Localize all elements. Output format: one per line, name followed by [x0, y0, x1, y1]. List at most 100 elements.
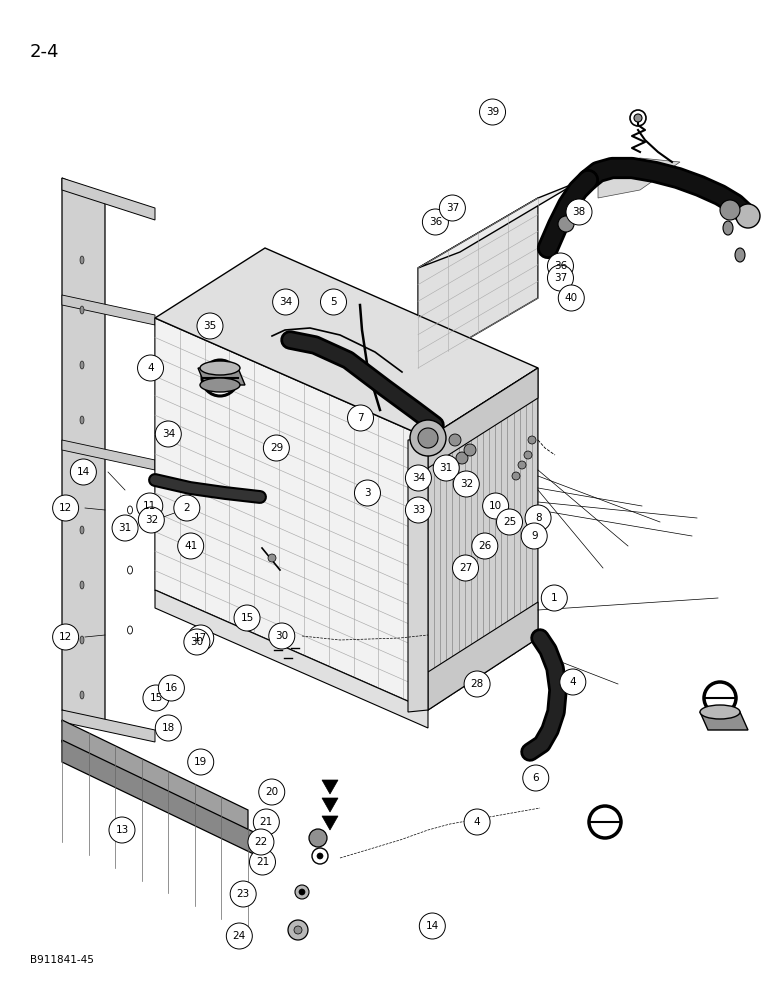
Text: 40: 40 [564, 293, 578, 303]
Text: 35: 35 [203, 321, 217, 331]
Circle shape [309, 829, 327, 847]
Text: 4: 4 [147, 363, 154, 373]
Text: 20: 20 [265, 787, 279, 797]
Circle shape [226, 923, 252, 949]
Circle shape [524, 451, 532, 459]
Circle shape [155, 715, 181, 741]
Polygon shape [62, 720, 248, 832]
Polygon shape [700, 712, 748, 730]
Circle shape [558, 216, 574, 232]
Circle shape [410, 420, 446, 456]
Text: 22: 22 [254, 837, 268, 847]
Text: 25: 25 [503, 517, 516, 527]
Circle shape [294, 926, 302, 934]
Polygon shape [408, 438, 428, 712]
Text: 37: 37 [554, 273, 567, 283]
Text: 15: 15 [149, 693, 163, 703]
Polygon shape [322, 780, 338, 794]
Text: 23: 23 [236, 889, 250, 899]
Circle shape [566, 199, 592, 225]
Text: 9: 9 [531, 531, 537, 541]
Text: 41: 41 [184, 541, 198, 551]
Circle shape [158, 675, 185, 701]
Circle shape [453, 471, 479, 497]
Text: 6: 6 [533, 773, 539, 783]
Text: 10: 10 [489, 501, 503, 511]
Ellipse shape [80, 471, 84, 479]
Polygon shape [198, 368, 245, 385]
Circle shape [634, 114, 642, 122]
Circle shape [70, 459, 96, 485]
Polygon shape [62, 740, 262, 858]
Circle shape [155, 421, 181, 447]
Circle shape [547, 265, 574, 291]
Text: 2-4: 2-4 [30, 43, 59, 61]
Circle shape [523, 765, 549, 791]
Text: 4: 4 [474, 817, 480, 827]
Polygon shape [428, 602, 538, 710]
Text: 1: 1 [551, 593, 557, 603]
Circle shape [268, 554, 276, 562]
Circle shape [52, 624, 79, 650]
Text: 18: 18 [161, 723, 175, 733]
Circle shape [449, 434, 461, 446]
Text: 31: 31 [118, 523, 132, 533]
Text: 17: 17 [194, 633, 208, 643]
Circle shape [736, 204, 760, 228]
Polygon shape [322, 816, 338, 830]
Circle shape [109, 817, 135, 843]
Text: 21: 21 [256, 857, 269, 867]
Text: 24: 24 [232, 931, 246, 941]
Circle shape [452, 555, 479, 581]
Ellipse shape [80, 306, 84, 314]
Circle shape [188, 749, 214, 775]
Circle shape [496, 509, 523, 535]
Circle shape [230, 881, 256, 907]
Text: 27: 27 [459, 563, 472, 573]
Ellipse shape [80, 636, 84, 644]
Circle shape [295, 885, 309, 899]
Ellipse shape [80, 361, 84, 369]
Text: 30: 30 [275, 631, 289, 641]
Polygon shape [155, 248, 538, 438]
Ellipse shape [200, 378, 240, 392]
Text: 36: 36 [554, 261, 567, 271]
Text: 37: 37 [445, 203, 459, 213]
Circle shape [288, 920, 308, 940]
Text: 26: 26 [478, 541, 492, 551]
Circle shape [317, 853, 323, 859]
Circle shape [464, 671, 490, 697]
Ellipse shape [723, 221, 733, 235]
Circle shape [263, 435, 290, 461]
Circle shape [422, 209, 449, 235]
Circle shape [249, 849, 276, 875]
Circle shape [320, 289, 347, 315]
Ellipse shape [700, 705, 740, 719]
Ellipse shape [80, 256, 84, 264]
Text: 31: 31 [439, 463, 453, 473]
Text: 21: 21 [259, 817, 273, 827]
Text: B911841-45: B911841-45 [30, 955, 94, 965]
Circle shape [253, 809, 279, 835]
Circle shape [720, 200, 740, 220]
Circle shape [178, 533, 204, 559]
Text: 15: 15 [240, 613, 254, 623]
Text: 28: 28 [470, 679, 484, 689]
Polygon shape [418, 198, 538, 368]
Circle shape [137, 493, 163, 519]
Circle shape [143, 685, 169, 711]
Polygon shape [62, 178, 105, 728]
Text: 14: 14 [76, 467, 90, 477]
Circle shape [464, 444, 476, 456]
Text: 34: 34 [279, 297, 293, 307]
Text: 4: 4 [570, 677, 576, 687]
Circle shape [273, 289, 299, 315]
Polygon shape [62, 440, 155, 470]
Circle shape [570, 204, 582, 216]
Polygon shape [428, 368, 538, 468]
Circle shape [184, 629, 210, 655]
Circle shape [525, 505, 551, 531]
Circle shape [405, 465, 432, 491]
Ellipse shape [735, 248, 745, 262]
Circle shape [354, 480, 381, 506]
